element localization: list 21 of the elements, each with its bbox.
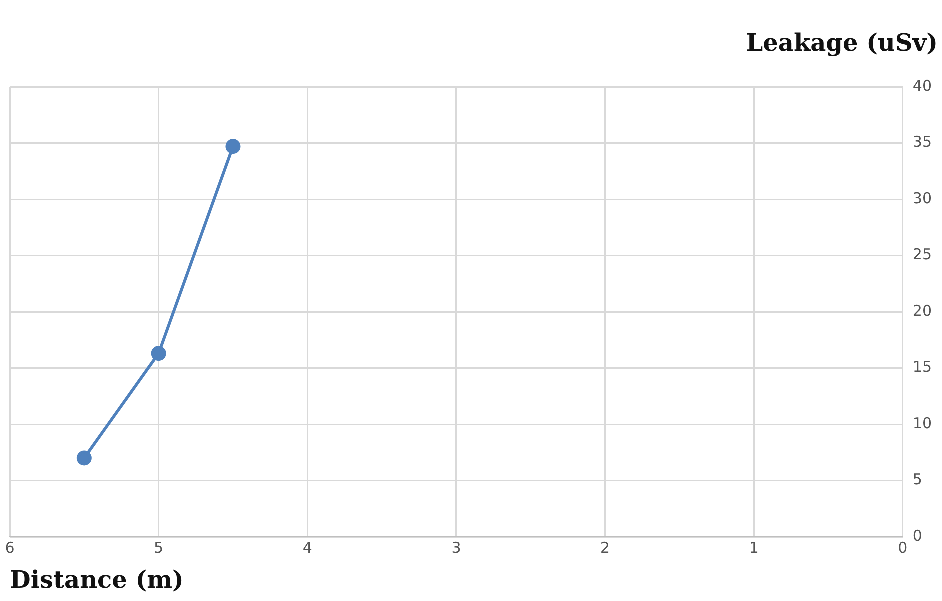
point <box>226 139 241 154</box>
point <box>151 346 166 362</box>
y-tick-label: 25 <box>912 246 932 264</box>
y-tick-label: 10 <box>912 414 932 432</box>
x-tick-label: 3 <box>452 538 462 557</box>
x-tick-label: 1 <box>749 538 759 557</box>
x-tick-label: 6 <box>5 538 15 557</box>
x-tick-label: 2 <box>600 538 610 557</box>
point <box>76 450 92 466</box>
x-tick-label: 0 <box>898 538 908 557</box>
x-tick-label: 4 <box>302 538 312 557</box>
y-tick-label: 40 <box>912 76 932 95</box>
y-tick-label: 15 <box>912 358 932 376</box>
y-tick-label: 20 <box>912 302 932 320</box>
y-tick-label: 30 <box>912 189 932 208</box>
y-tick-label: 5 <box>912 470 922 489</box>
x-tick-label: 5 <box>154 538 164 557</box>
x-axis-title: Distance (m) <box>10 565 184 594</box>
y-axis-title: Leakage (uSv) <box>746 28 938 57</box>
y-tick-label: 0 <box>912 526 922 545</box>
y-tick-label: 35 <box>912 133 932 152</box>
